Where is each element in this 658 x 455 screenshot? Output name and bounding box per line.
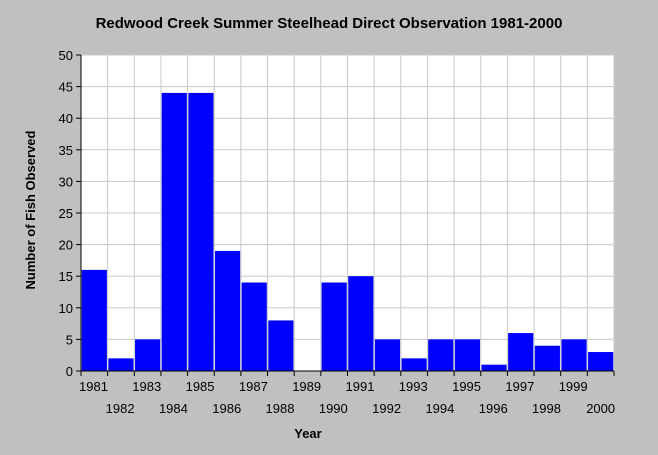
- x-tick-label-1994: 1994: [425, 401, 454, 416]
- y-tick-label: 0: [66, 364, 73, 379]
- x-tick-label-1987: 1987: [239, 379, 268, 394]
- bar-1990: [321, 282, 347, 371]
- y-tick-label: 45: [59, 80, 73, 95]
- y-tick-label: 40: [59, 111, 73, 126]
- bar-1988: [268, 320, 294, 371]
- x-tick-label-1988: 1988: [266, 401, 295, 416]
- bar-1981: [81, 269, 107, 371]
- x-tick-label-1996: 1996: [479, 401, 508, 416]
- bar-1987: [241, 282, 267, 371]
- x-tick-label-1997: 1997: [505, 379, 534, 394]
- x-tick-label-1992: 1992: [372, 401, 401, 416]
- y-tick-label: 10: [59, 301, 73, 316]
- bar-1998: [534, 345, 560, 371]
- x-tick-label-1985: 1985: [186, 379, 215, 394]
- x-tick-label-1998: 1998: [532, 401, 561, 416]
- bar-1992: [374, 339, 401, 371]
- bar-1999: [561, 339, 587, 371]
- x-tick-label-1984: 1984: [159, 401, 188, 416]
- bar-1993: [401, 358, 427, 371]
- bar-1997: [508, 333, 534, 371]
- bar-1994: [428, 339, 454, 371]
- y-tick-labels: 0 5 10 15 20 25 30 35 40 45 50: [59, 48, 73, 379]
- bar-1985: [188, 92, 214, 372]
- x-tick-labels: 1981 1982 1983 1984 1985 1986 1987 1988 1989 1990…: [79, 379, 615, 416]
- chart-title: Redwood Creek Summer Steelhead Direct Ob…: [96, 15, 563, 32]
- bar-2000: [588, 352, 614, 371]
- y-tick-label: 15: [59, 269, 73, 284]
- x-tick-label-1993: 1993: [399, 379, 428, 394]
- y-tick-label: 30: [59, 174, 73, 189]
- x-tick-label-1986: 1986: [212, 401, 241, 416]
- bar-1983: [135, 339, 161, 371]
- y-tick-label: 5: [66, 332, 73, 347]
- y-tick-label: 50: [59, 48, 73, 63]
- x-axis-label: Year: [294, 426, 321, 441]
- bar-1984: [161, 92, 187, 372]
- bar-1995: [454, 339, 480, 371]
- bar-1996: [481, 364, 507, 371]
- x-tick-label-1989: 1989: [292, 379, 321, 394]
- bar-1991: [348, 276, 374, 371]
- bar-1982: [108, 358, 134, 371]
- y-axis-label: Number of Fish Observed: [23, 130, 38, 289]
- axes: [76, 54, 615, 376]
- bar-1986: [215, 250, 241, 371]
- x-tick-label-1983: 1983: [132, 379, 161, 394]
- x-tick-label-1995: 1995: [452, 379, 481, 394]
- bars: [81, 92, 614, 372]
- x-tick-label-1999: 1999: [559, 379, 588, 394]
- x-tick-label-1981: 1981: [79, 379, 108, 394]
- grid-lines: [80, 54, 615, 372]
- x-tick-label-2000: 2000: [586, 401, 615, 416]
- x-tick-label-1991: 1991: [346, 379, 375, 394]
- x-tick-label-1990: 1990: [319, 401, 348, 416]
- x-tick-label-1982: 1982: [106, 401, 135, 416]
- y-tick-label: 35: [59, 143, 73, 158]
- y-tick-label: 25: [59, 206, 73, 221]
- y-tick-label: 20: [59, 238, 73, 253]
